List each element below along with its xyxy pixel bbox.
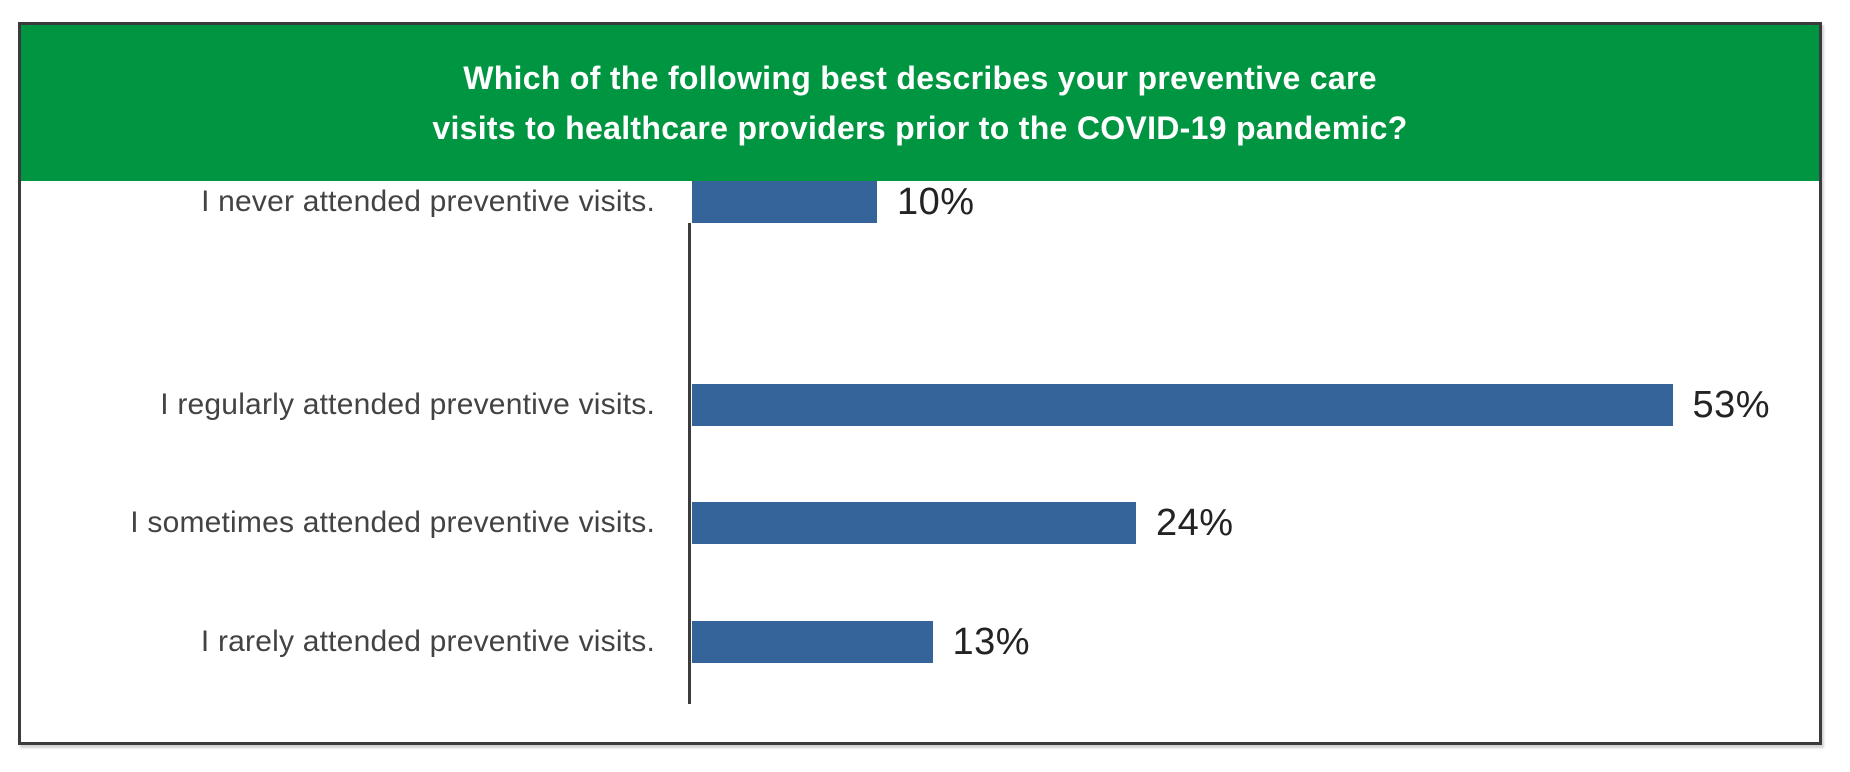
bar-row: I never attended preventive visits. 10% [21,181,1819,223]
plot-area: I regularly attended preventive visits. … [21,181,1819,742]
value-label: 53% [1692,383,1771,426]
category-label: I regularly attended preventive visits. [160,388,655,421]
bar-regularly [692,384,1673,426]
bar-never [692,181,877,223]
bar-rarely [692,621,933,663]
bar-row: I rarely attended preventive visits. 13% [21,621,1819,663]
category-label: I rarely attended preventive visits. [200,625,655,658]
value-label: 10% [897,180,975,223]
chart-title-line-1: Which of the following best describes yo… [463,60,1377,96]
category-label: I sometimes attended preventive visits. [130,506,655,539]
chart-frame: Which of the following best describes yo… [18,22,1822,745]
category-label: I never attended preventive visits. [201,185,655,218]
bar-sometimes [692,502,1136,544]
chart-title-line-2: visits to healthcare providers prior to … [432,110,1408,146]
header-banner: Which of the following best describes yo… [21,25,1819,181]
bar-row: I regularly attended preventive visits. … [21,384,1819,426]
y-axis-line [688,223,691,704]
value-label: 24% [1156,501,1234,544]
value-label: 13% [952,620,1031,663]
bar-row: I sometimes attended preventive visits. … [21,502,1819,544]
